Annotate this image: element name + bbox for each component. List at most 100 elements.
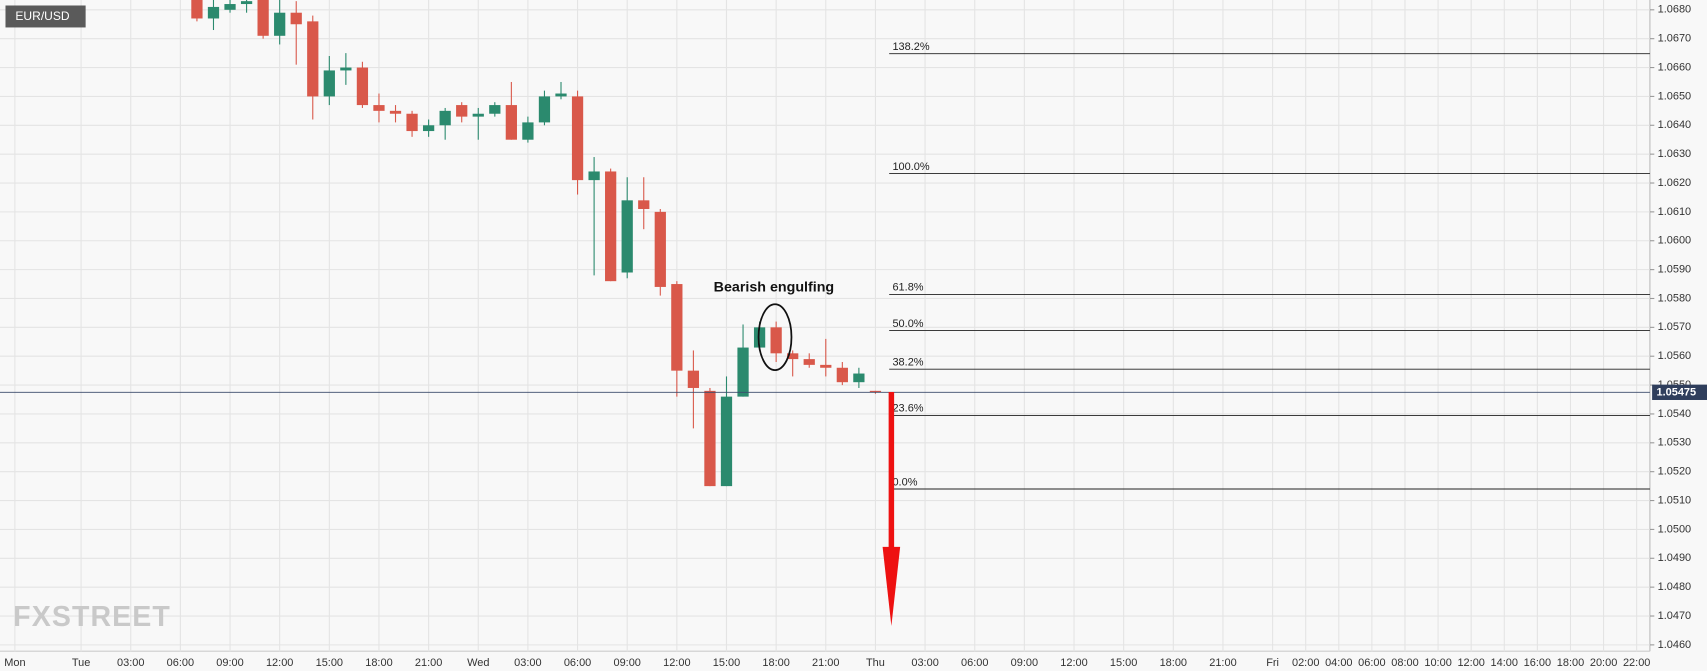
x-tick-label: 09:00 bbox=[1011, 657, 1038, 669]
grid bbox=[0, 0, 1650, 652]
x-tick-label: Wed bbox=[467, 657, 489, 669]
fib-label: 38.2% bbox=[892, 357, 923, 369]
x-tick-label: 16:00 bbox=[1524, 657, 1551, 669]
candle-body bbox=[538, 96, 551, 123]
x-tick-label: 12:00 bbox=[1060, 657, 1087, 669]
symbol-badge bbox=[5, 5, 86, 28]
x-tick-label: Mon bbox=[4, 657, 25, 669]
fib-label: 50.0% bbox=[892, 318, 923, 330]
y-tick-label: 1.0560 bbox=[1658, 350, 1692, 362]
candle-body bbox=[207, 6, 220, 19]
x-tick-label: 04:00 bbox=[1325, 657, 1352, 669]
candle-body bbox=[505, 105, 517, 140]
current-price-badge bbox=[1652, 384, 1707, 400]
x-tick-label: 12:00 bbox=[663, 657, 690, 669]
candle-body bbox=[787, 353, 799, 360]
highlight-ellipse bbox=[757, 303, 793, 371]
y-tick-label: 1.0610 bbox=[1658, 206, 1692, 218]
candle-body bbox=[472, 113, 484, 117]
price-axis-area bbox=[1649, 0, 1707, 671]
candle-body bbox=[654, 211, 666, 287]
x-tick-label: 15:00 bbox=[713, 657, 740, 669]
y-tick-label: 1.0480 bbox=[1658, 581, 1692, 593]
y-tick-label: 1.0600 bbox=[1658, 235, 1692, 247]
y-tick-label: 1.0530 bbox=[1658, 437, 1692, 449]
candle-body bbox=[307, 21, 319, 97]
x-tick-label: 18:00 bbox=[762, 657, 789, 669]
y-tick-label: 1.0660 bbox=[1658, 61, 1692, 73]
fib-label: 138.2% bbox=[892, 41, 929, 53]
x-tick-label: 20:00 bbox=[1590, 657, 1617, 669]
x-tick-label: 02:00 bbox=[1292, 657, 1319, 669]
candle-body bbox=[224, 4, 236, 10]
x-tick-label: 09:00 bbox=[216, 657, 243, 669]
x-tick-label: 06:00 bbox=[1358, 657, 1385, 669]
x-tick-label: 15:00 bbox=[1110, 657, 1137, 669]
candle-body bbox=[389, 110, 402, 114]
candle-body bbox=[770, 327, 782, 354]
y-tick-label: 1.0580 bbox=[1658, 292, 1692, 304]
x-tick-label: Fri bbox=[1266, 657, 1279, 669]
x-tick-label: 12:00 bbox=[1457, 657, 1484, 669]
y-tick-label: 1.0540 bbox=[1658, 408, 1692, 420]
x-tick-label: 06:00 bbox=[961, 657, 988, 669]
candle-body bbox=[638, 200, 650, 209]
current-price-label: 1.05475 bbox=[1657, 387, 1697, 399]
x-tick-label: 21:00 bbox=[415, 657, 442, 669]
candle-body bbox=[605, 171, 617, 282]
x-tick-label: 15:00 bbox=[316, 657, 343, 669]
x-tick-label: 22:00 bbox=[1623, 657, 1650, 669]
candle-body bbox=[836, 367, 848, 383]
x-tick-label: 03:00 bbox=[911, 657, 938, 669]
overlays: 1.0680 1.0670 1.0660 1.0650 1.0640 1.0630 1.06… bbox=[0, 4, 1707, 669]
candle-body bbox=[621, 200, 633, 273]
candle-body bbox=[869, 390, 882, 393]
x-tick-label: 14:00 bbox=[1491, 657, 1518, 669]
y-tick-label: 1.0680 bbox=[1658, 4, 1692, 16]
watermark: FXSTREET bbox=[13, 601, 171, 633]
y-tick-label: 1.0490 bbox=[1658, 552, 1692, 564]
candle-body bbox=[257, 0, 269, 36]
y-tick-label: 1.0590 bbox=[1658, 264, 1692, 276]
candle-body bbox=[373, 105, 385, 111]
fib-label: 61.8% bbox=[892, 282, 923, 294]
x-tick-label: 21:00 bbox=[812, 657, 839, 669]
y-tick-label: 1.0640 bbox=[1658, 119, 1692, 131]
candle-body bbox=[456, 105, 468, 117]
x-tick-label: Tue bbox=[72, 657, 90, 669]
x-tick-label: 08:00 bbox=[1391, 657, 1418, 669]
candle-body bbox=[191, 0, 203, 19]
annotation: Bearish engulfing bbox=[714, 279, 834, 295]
y-tick-label: 1.0520 bbox=[1658, 466, 1692, 478]
fib-label: 100.0% bbox=[892, 161, 929, 173]
y-tick-label: 1.0460 bbox=[1658, 639, 1692, 651]
candle-body bbox=[274, 12, 286, 36]
candle-body bbox=[422, 125, 435, 132]
symbol-title: EUR/USD bbox=[15, 9, 70, 23]
candle-body bbox=[753, 327, 766, 348]
candle-body bbox=[522, 122, 534, 140]
x-tick-label: 10:00 bbox=[1424, 657, 1451, 669]
x-tick-label: 03:00 bbox=[117, 657, 144, 669]
y-tick-label: 1.0650 bbox=[1658, 90, 1692, 102]
y-tick-label: 1.0620 bbox=[1658, 177, 1692, 189]
y-tick-label: 1.0630 bbox=[1658, 148, 1692, 160]
x-tick-label: 09:00 bbox=[613, 657, 640, 669]
candle-body bbox=[853, 373, 865, 383]
x-tick-label: 21:00 bbox=[1209, 657, 1236, 669]
candle-body bbox=[588, 171, 600, 181]
candle-body bbox=[406, 113, 418, 132]
y-tick-label: 1.0670 bbox=[1658, 33, 1692, 45]
x-tick-label: 18:00 bbox=[1557, 657, 1584, 669]
candle-body bbox=[820, 364, 832, 368]
fib-label: 0.0% bbox=[892, 476, 917, 488]
x-tick-label: 06:00 bbox=[564, 657, 591, 669]
x-tick-label: Thu bbox=[866, 657, 885, 669]
x-tick-label: 03:00 bbox=[514, 657, 541, 669]
y-tick-label: 1.0470 bbox=[1658, 610, 1692, 622]
arrow-head bbox=[882, 546, 901, 626]
x-tick-label: 12:00 bbox=[266, 657, 293, 669]
